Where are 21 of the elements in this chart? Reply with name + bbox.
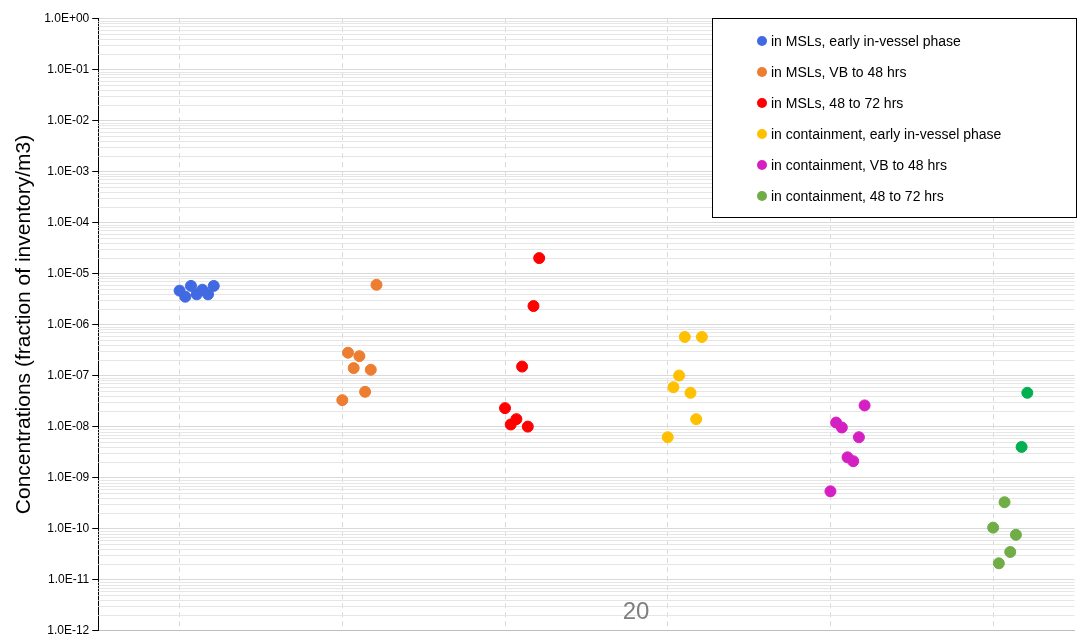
- y-tick-label: 1.0E-12: [47, 623, 90, 638]
- y-tick-label: 1.0E-04: [47, 214, 90, 229]
- y-tick-label: 1.0E-09: [47, 469, 90, 484]
- legend-label: in MSLs, early in-vessel phase: [771, 32, 961, 49]
- y-tick-label: 1.0E-08: [47, 418, 90, 433]
- y-tick-label: 1.0E-03: [47, 163, 90, 178]
- y-tick-label: 1.0E+00: [44, 10, 90, 25]
- y-axis-title: Concentrations (fraction of inventory/m3): [11, 134, 35, 515]
- legend-label: in containment, VB to 48 hrs: [771, 156, 947, 173]
- legend-label: in containment, early in-vessel phase: [771, 125, 1002, 142]
- y-tick-label: 1.0E-11: [48, 572, 90, 587]
- y-tick-label: 1.0E-02: [47, 112, 90, 127]
- y-tick-label: 1.0E-01: [47, 61, 90, 76]
- legend-label: in MSLs, 48 to 72 hrs: [771, 94, 904, 111]
- y-tick-label: 1.0E-10: [47, 521, 90, 536]
- y-tick-label: 1.0E-05: [47, 265, 90, 280]
- legend-label: in containment, 48 to 72 hrs: [771, 187, 944, 204]
- annotation: 20: [621, 597, 651, 625]
- y-tick-label: 1.0E-06: [47, 316, 90, 331]
- legend-label: in MSLs, VB to 48 hrs: [771, 63, 907, 80]
- y-tick-label: 1.0E-07: [47, 367, 90, 382]
